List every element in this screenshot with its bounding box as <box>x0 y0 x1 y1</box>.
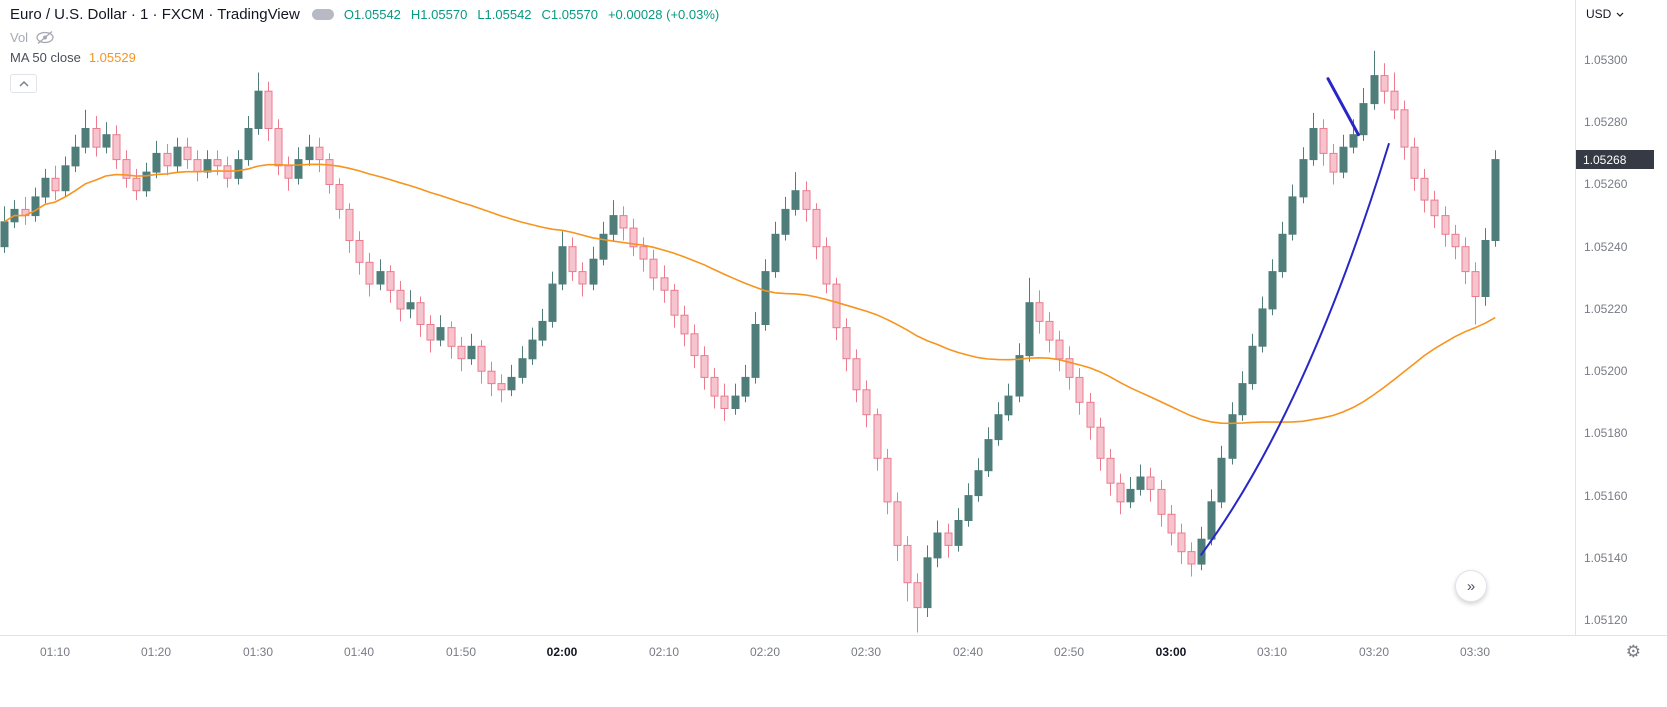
ma-indicator-label[interactable]: MA 50 close <box>10 50 81 65</box>
price-label: 1.05180 <box>1584 426 1628 440</box>
change-value: +0.00028 (+0.03%) <box>607 7 720 22</box>
price-label: 1.05200 <box>1584 364 1628 378</box>
price-label: 1.05220 <box>1584 302 1628 316</box>
scroll-to-recent-button[interactable]: » <box>1455 570 1487 602</box>
price-label: 1.05280 <box>1584 115 1628 129</box>
chevron-up-icon <box>19 80 28 86</box>
last-price-label: 1.05268 <box>1576 150 1654 169</box>
double-chevron-right-icon: » <box>1466 577 1476 595</box>
volume-indicator-label[interactable]: Vol <box>10 30 29 45</box>
time-label: 01:30 <box>242 645 274 659</box>
price-label: 1.05260 <box>1584 177 1628 191</box>
price-label: 1.05240 <box>1584 240 1628 254</box>
time-label: 02:10 <box>648 645 680 659</box>
currency-label: USD <box>1586 7 1612 21</box>
time-label: 02:20 <box>749 645 781 659</box>
price-label: 1.05160 <box>1584 489 1628 503</box>
time-label: 03:30 <box>1459 645 1491 659</box>
time-scale[interactable]: ⚙ 01:10 01:20 01:30 01:40 01:50 02:00 02:10 02:… <box>0 635 1667 707</box>
time-label: 02:30 <box>850 645 882 659</box>
time-label: 03:10 <box>1256 645 1288 659</box>
time-label: 03:20 <box>1358 645 1390 659</box>
open-value: O1.05542 <box>343 7 401 22</box>
time-label: 02:40 <box>952 645 984 659</box>
time-label: 02:50 <box>1053 645 1085 659</box>
eye-slash-icon[interactable] <box>35 31 55 44</box>
collapse-legend-button[interactable] <box>10 74 37 93</box>
currency-selector[interactable]: USD <box>1586 7 1624 21</box>
symbol-title[interactable]: Euro / U.S. Dollar · 1 · FXCM · TradingV… <box>10 6 300 23</box>
high-value: H1.05570 <box>410 7 468 22</box>
time-label: 01:40 <box>343 645 375 659</box>
price-scale[interactable]: USD 1.05268 1.05300 1.05280 1.05260 1.05240… <box>1575 0 1667 635</box>
time-label: 01:20 <box>140 645 172 659</box>
time-label: 03:00 <box>1155 645 1187 659</box>
ma-indicator-value: 1.05529 <box>88 50 136 65</box>
time-label: 02:00 <box>546 645 578 659</box>
legend-menu-pill-icon[interactable] <box>311 9 334 20</box>
chevron-down-icon <box>1616 12 1624 17</box>
close-value: C1.05570 <box>541 7 598 22</box>
time-label: 01:50 <box>445 645 477 659</box>
low-value: L1.05542 <box>477 7 532 22</box>
price-label: 1.05140 <box>1584 551 1628 565</box>
chart-legend: Euro / U.S. Dollar · 1 · FXCM · TradingV… <box>10 6 719 93</box>
price-label: 1.05120 <box>1584 613 1628 627</box>
ohlc-values: O1.05542 H1.05570 L1.05542 C1.05570 +0.0… <box>344 7 719 22</box>
price-chart-canvas[interactable] <box>0 0 1575 635</box>
time-label: 01:10 <box>39 645 71 659</box>
gear-icon[interactable]: ⚙ <box>1625 642 1641 661</box>
price-label: 1.05300 <box>1584 53 1628 67</box>
